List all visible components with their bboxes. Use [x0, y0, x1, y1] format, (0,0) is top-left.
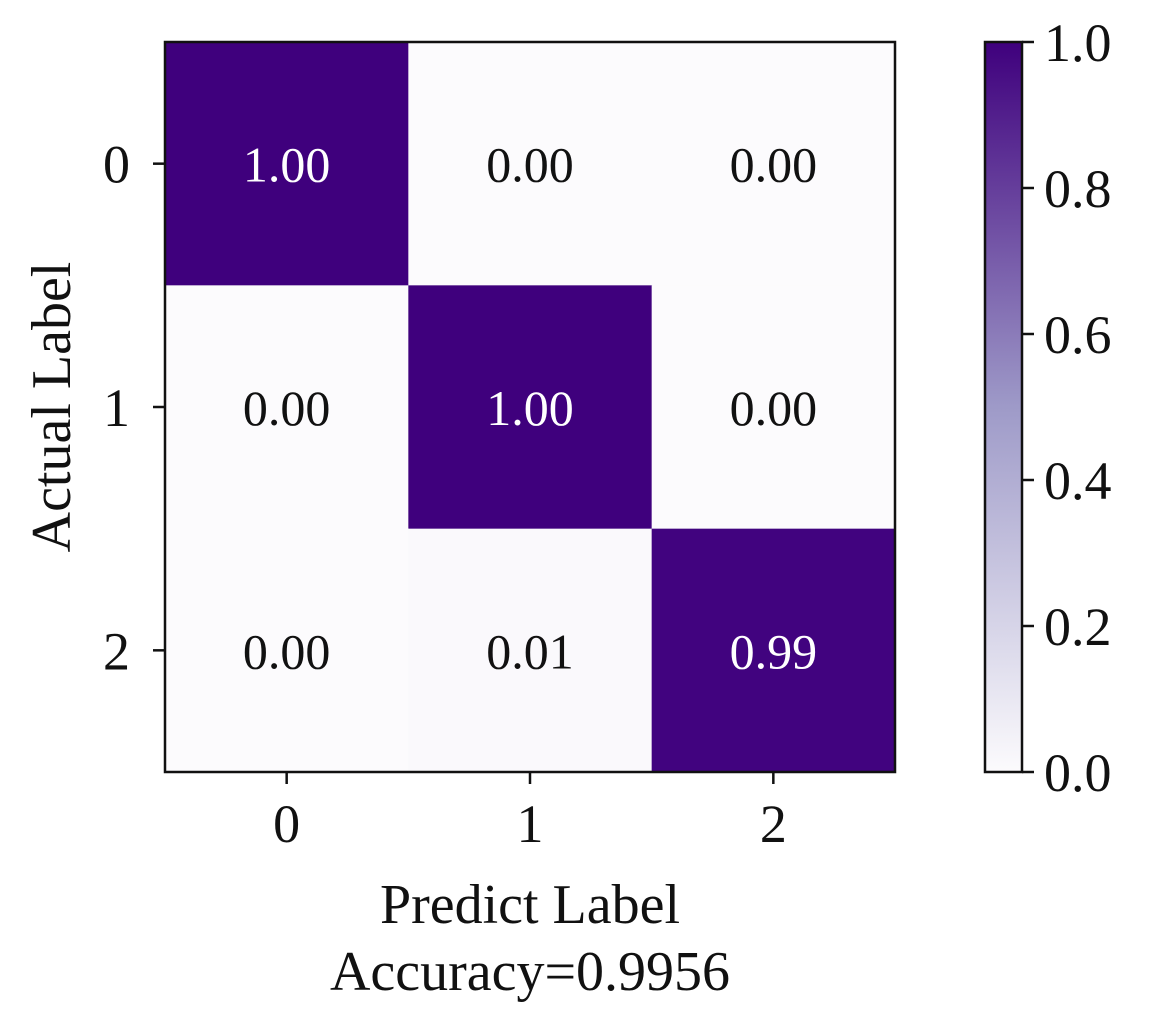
colorbar-tick-label-0: 0.0 [1044, 743, 1112, 803]
y-tick-label-1: 1 [103, 378, 130, 438]
y-tick-label-2: 2 [103, 621, 130, 681]
cell-value-label-0-2: 0.00 [730, 137, 818, 193]
colorbar-tick-label-3: 0.6 [1044, 305, 1112, 365]
axis-ticks: 0 1 2 0 1 2 [103, 135, 787, 854]
x-tick-label-2: 2 [760, 794, 787, 854]
cell-value-label-1-2: 0.00 [730, 380, 818, 436]
x-tick-label-0: 0 [273, 794, 300, 854]
colorbar-gradient [983, 40, 1024, 774]
heatmap-cells: 1.00 0.00 0.00 0.00 1.00 0.00 0.00 0.01 0.99 [165, 42, 896, 773]
colorbar-tick-label-2: 0.4 [1044, 451, 1112, 511]
colorbar-tick-label-1: 0.2 [1044, 597, 1112, 657]
colorbar-tick-label-5: 1.0 [1044, 13, 1112, 73]
heatmap-cell-1-1 [408, 285, 653, 530]
heatmap-cell-2-1 [408, 528, 653, 773]
heatmap-cell-1-0 [165, 285, 409, 530]
x-axis-label: Predict Label [380, 874, 680, 936]
heatmap-cell-1-2 [651, 285, 896, 530]
accuracy-label: Accuracy=0.9956 [330, 941, 730, 1003]
cell-value-label-2-1: 0.01 [486, 623, 574, 679]
colorbar-tick-label-4: 0.8 [1044, 159, 1112, 219]
cell-value-label-1-1: 1.00 [486, 380, 574, 436]
x-tick-label-1: 1 [517, 794, 544, 854]
cell-value-label-2-2: 0.99 [730, 623, 818, 679]
cell-value-label-0-0: 1.00 [243, 137, 331, 193]
y-axis-label: Actual Label [21, 262, 83, 553]
cell-value-label-1-0: 0.00 [243, 380, 331, 436]
heatmap-cell-2-0 [165, 528, 409, 773]
heatmap-cell-0-0 [165, 42, 409, 286]
heatmap-cell-0-2 [651, 42, 896, 286]
y-tick-label-0: 0 [103, 135, 130, 195]
heatmap-cell-0-1 [408, 42, 653, 286]
colorbar: 0.0 0.2 0.4 0.6 0.8 1.0 [983, 13, 1112, 803]
cell-value-label-0-1: 0.00 [486, 137, 574, 193]
heatmap-cell-2-2 [651, 528, 896, 773]
cell-value-label-2-0: 0.00 [243, 623, 331, 679]
